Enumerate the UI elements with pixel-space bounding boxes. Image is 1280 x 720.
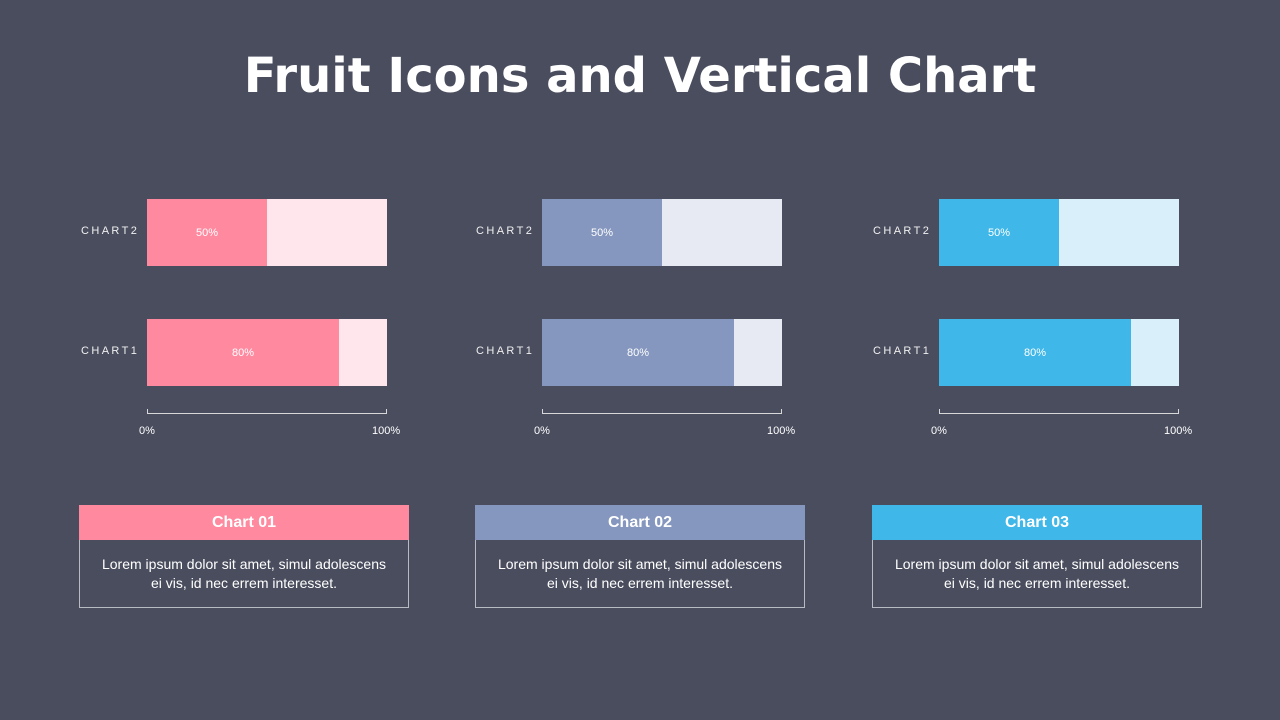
- bar-fill: 80%: [542, 319, 734, 386]
- page-title: Fruit Icons and Vertical Chart: [243, 48, 1037, 104]
- bar-category-label: CHART1: [81, 345, 140, 357]
- x-tick-label: 100%: [372, 425, 401, 437]
- bar-chart-3: CHART2 50% CHART1 80% 0% 100%: [873, 199, 1203, 449]
- card-text: Lorem ipsum dolor sit amet, simul adoles…: [497, 555, 782, 591]
- bar-value-label: 50%: [590, 226, 614, 239]
- bar-chart-2: CHART2 50% CHART1 80% 0% 100%: [476, 199, 806, 449]
- card-text: Lorem ipsum dolor sit amet, simul adoles…: [894, 555, 1179, 591]
- bar-track: 50%: [147, 199, 387, 266]
- bar-category-label: CHART2: [873, 225, 932, 237]
- bar-value-label: 50%: [195, 226, 219, 239]
- card-body: Lorem ipsum dolor sit amet, simul adoles…: [79, 540, 409, 608]
- card-body: Lorem ipsum dolor sit amet, simul adoles…: [475, 540, 805, 608]
- info-card-2: Chart 02 Lorem ipsum dolor sit amet, sim…: [475, 505, 805, 608]
- bar-row: CHART1 80%: [476, 319, 806, 386]
- bar-chart-1: CHART2 50% CHART1 80% 0% 100%: [81, 199, 411, 449]
- x-axis: [147, 409, 387, 419]
- x-tick-label: 0%: [931, 425, 947, 437]
- bar-track: 80%: [542, 319, 782, 386]
- info-card-3: Chart 03 Lorem ipsum dolor sit amet, sim…: [872, 505, 1202, 608]
- bar-track: 50%: [939, 199, 1179, 266]
- bar-fill: 80%: [147, 319, 339, 386]
- card-title: Chart 02: [475, 505, 805, 540]
- bar-row: CHART2 50%: [873, 199, 1203, 266]
- x-tick-label: 0%: [534, 425, 550, 437]
- bar-fill: 50%: [542, 199, 662, 266]
- bar-fill: 80%: [939, 319, 1131, 386]
- bar-row: CHART2 50%: [476, 199, 806, 266]
- bar-value-label: 80%: [1023, 346, 1047, 359]
- bar-track: 50%: [542, 199, 782, 266]
- bar-category-label: CHART1: [476, 345, 535, 357]
- card-title: Chart 01: [79, 505, 409, 540]
- x-axis: [542, 409, 782, 419]
- x-tick-label: 100%: [767, 425, 796, 437]
- bar-fill: 50%: [147, 199, 267, 266]
- bar-category-label: CHART1: [873, 345, 932, 357]
- card-body: Lorem ipsum dolor sit amet, simul adoles…: [872, 540, 1202, 608]
- bar-value-label: 80%: [626, 346, 650, 359]
- bar-track: 80%: [147, 319, 387, 386]
- bar-track: 80%: [939, 319, 1179, 386]
- bar-row: CHART2 50%: [81, 199, 411, 266]
- info-card-1: Chart 01 Lorem ipsum dolor sit amet, sim…: [79, 505, 409, 608]
- bar-value-label: 80%: [231, 346, 255, 359]
- card-title: Chart 03: [872, 505, 1202, 540]
- bar-fill: 50%: [939, 199, 1059, 266]
- x-tick-label: 0%: [139, 425, 155, 437]
- bar-category-label: CHART2: [476, 225, 535, 237]
- bar-row: CHART1 80%: [81, 319, 411, 386]
- card-text: Lorem ipsum dolor sit amet, simul adoles…: [101, 555, 386, 591]
- bar-value-label: 50%: [987, 226, 1011, 239]
- bar-category-label: CHART2: [81, 225, 140, 237]
- x-tick-label: 100%: [1164, 425, 1193, 437]
- x-axis: [939, 409, 1179, 419]
- bar-row: CHART1 80%: [873, 319, 1203, 386]
